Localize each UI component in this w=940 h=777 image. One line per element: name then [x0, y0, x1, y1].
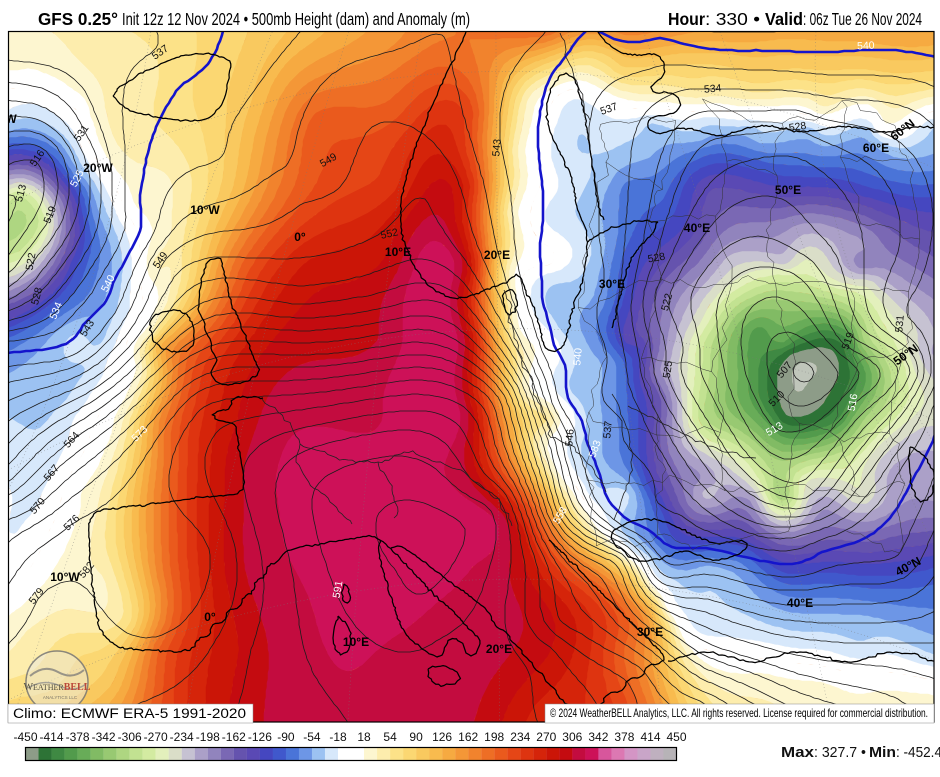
- svg-text:90: 90: [409, 730, 423, 744]
- svg-text:450: 450: [666, 730, 686, 744]
- svg-text:WEATHERBELL: WEATHERBELL: [24, 682, 91, 693]
- svg-text:: 330 •: : 330 •: [705, 9, 760, 29]
- svg-text:378: 378: [614, 730, 634, 744]
- svg-text:513: 513: [13, 183, 29, 203]
- svg-text:531: 531: [893, 314, 906, 333]
- svg-text:534: 534: [703, 82, 722, 95]
- svg-text:540: 540: [571, 347, 584, 366]
- svg-text:20°E: 20°E: [484, 248, 510, 262]
- svg-text:Hour: Hour: [668, 9, 705, 29]
- svg-text:GFS 0.25°: GFS 0.25°: [38, 9, 118, 29]
- svg-text:30°E: 30°E: [599, 277, 625, 291]
- svg-text:30°W: 30°W: [0, 112, 17, 126]
- svg-text:Init 12z 12 Nov 2024 • 500mb H: Init 12z 12 Nov 2024 • 500mb Height (dam…: [122, 9, 470, 29]
- svg-text:: 06z Tue 26 Nov 2024: : 06z Tue 26 Nov 2024: [803, 9, 922, 29]
- svg-text:525: 525: [661, 360, 675, 379]
- svg-text:126: 126: [432, 730, 452, 744]
- svg-text:162: 162: [458, 730, 478, 744]
- svg-text:528: 528: [647, 251, 666, 266]
- svg-text:-306: -306: [118, 730, 142, 744]
- svg-text:-234: -234: [170, 730, 194, 744]
- svg-text:528: 528: [788, 120, 807, 134]
- svg-text:543: 543: [490, 138, 503, 157]
- svg-text:537: 537: [601, 420, 614, 439]
- svg-text:306: 306: [562, 730, 582, 744]
- svg-text:591: 591: [331, 580, 346, 599]
- svg-text:537: 537: [599, 100, 620, 117]
- svg-text:40°E: 40°E: [787, 596, 813, 610]
- svg-text:522: 522: [659, 292, 675, 312]
- svg-text:18: 18: [357, 730, 371, 744]
- svg-text:-198: -198: [196, 730, 220, 744]
- svg-text:40°E: 40°E: [684, 221, 710, 235]
- svg-text:: -452.4: : -452.4: [896, 744, 940, 761]
- svg-text:© 2024 WeatherBELL Analytics,: © 2024 WeatherBELL Analytics, LLC. All r…: [550, 706, 928, 720]
- svg-text:-162: -162: [222, 730, 246, 744]
- svg-text:522: 522: [24, 252, 39, 271]
- svg-text:-378: -378: [66, 730, 90, 744]
- svg-text:342: 342: [588, 730, 608, 744]
- svg-text:10°E: 10°E: [343, 635, 369, 649]
- svg-text:10°E: 10°E: [385, 245, 411, 259]
- svg-text:519: 519: [840, 331, 857, 352]
- svg-text:-414: -414: [39, 730, 63, 744]
- svg-text:60°E: 60°E: [863, 141, 889, 155]
- svg-text:Min: Min: [869, 744, 896, 761]
- svg-text:-342: -342: [92, 730, 116, 744]
- svg-text:0°: 0°: [204, 610, 216, 624]
- svg-text:54: 54: [383, 730, 397, 744]
- svg-text:: 327.7 •: : 327.7 •: [814, 744, 866, 761]
- svg-text:516: 516: [846, 393, 861, 412]
- svg-text:528: 528: [29, 286, 45, 306]
- svg-text:30°E: 30°E: [637, 625, 663, 639]
- svg-text:ANALYTICS LLC: ANALYTICS LLC: [43, 695, 78, 700]
- svg-text:414: 414: [640, 730, 660, 744]
- svg-text:234: 234: [510, 730, 530, 744]
- svg-text:198: 198: [484, 730, 504, 744]
- svg-text:20°W: 20°W: [83, 161, 113, 175]
- svg-text:583: 583: [587, 439, 604, 460]
- svg-text:20°E: 20°E: [486, 642, 512, 656]
- svg-text:546: 546: [563, 428, 576, 447]
- svg-text:Max: Max: [781, 744, 815, 761]
- svg-text:Valid: Valid: [765, 9, 803, 29]
- svg-text:-450: -450: [13, 730, 37, 744]
- svg-text:-54: -54: [303, 730, 321, 744]
- svg-text:540: 540: [857, 40, 875, 53]
- svg-text:-270: -270: [144, 730, 168, 744]
- svg-text:-126: -126: [248, 730, 272, 744]
- svg-text:-18: -18: [329, 730, 347, 744]
- svg-text:0°: 0°: [294, 230, 306, 244]
- svg-text:50°E: 50°E: [775, 183, 801, 197]
- svg-text:270: 270: [536, 730, 556, 744]
- svg-text:-90: -90: [277, 730, 295, 744]
- svg-text:Climo: ECMWF ERA-5 1991-2020: Climo: ECMWF ERA-5 1991-2020: [13, 706, 246, 721]
- svg-text:552: 552: [380, 226, 400, 241]
- svg-text:10°W: 10°W: [50, 570, 80, 584]
- svg-text:10°W: 10°W: [190, 203, 220, 217]
